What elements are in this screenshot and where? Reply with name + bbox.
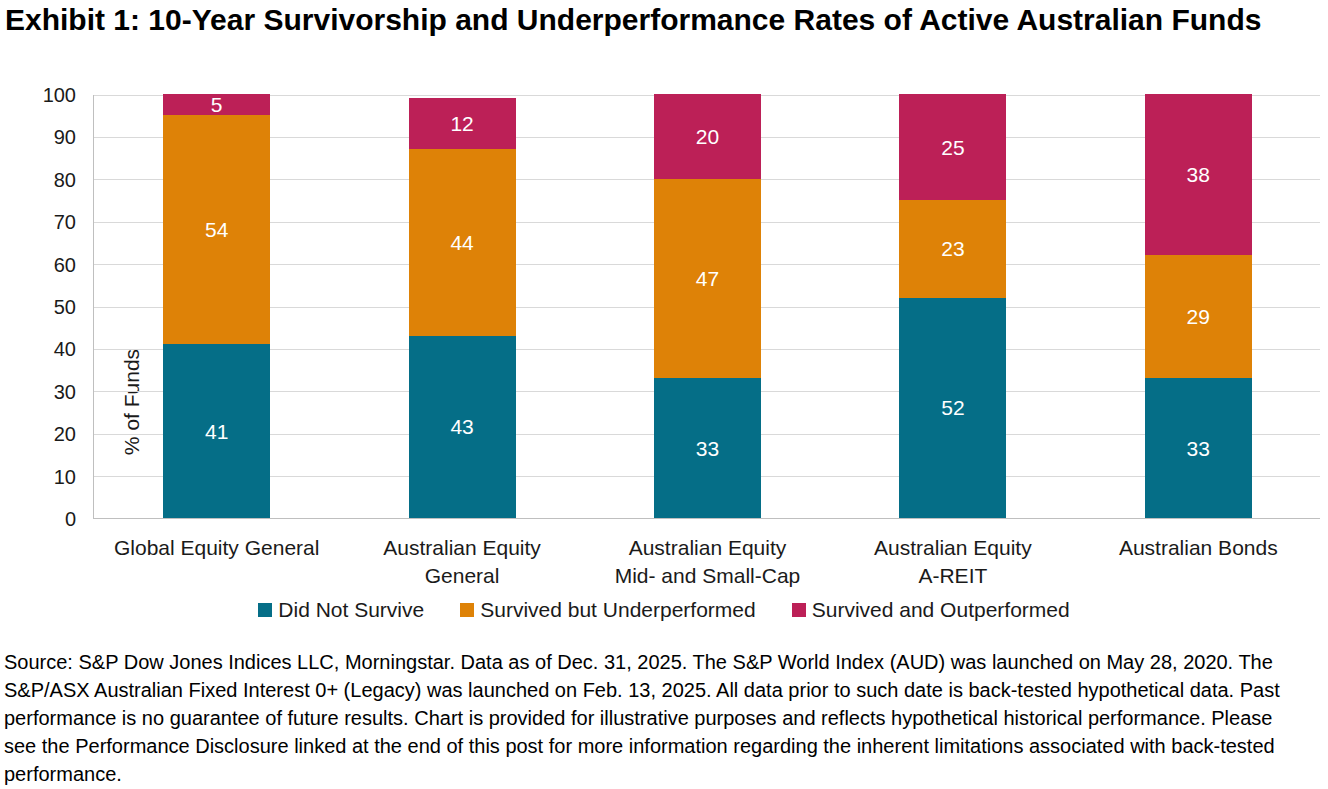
source-note: Source: S&P Dow Jones Indices LLC, Morni… [4, 648, 1294, 788]
plot-area: % of Funds 41545Global Equity General434… [93, 95, 1320, 519]
legend-label: Survived but Underperformed [480, 598, 755, 622]
bar-segment-label: 29 [1187, 306, 1210, 327]
bar-segment-label: 33 [696, 438, 719, 459]
bar-segment: 54 [163, 115, 270, 344]
bar-segment-label: 43 [450, 416, 473, 437]
bar-segment: 5 [163, 94, 270, 115]
bar-segment-label: 41 [205, 421, 228, 442]
x-axis-label: Global Equity General [94, 534, 339, 562]
bar: 33 47 20 [654, 95, 761, 518]
bar-segment: 47 [654, 179, 761, 378]
bar-segment: 33 [654, 378, 761, 518]
legend-item: Survived and Outperformed [792, 598, 1070, 622]
legend-swatch-icon [258, 603, 272, 617]
x-axis-label: Australian Equity Mid- and Small-Cap [585, 534, 830, 590]
x-axis-label: Australian Equity A-REIT [830, 534, 1075, 590]
bar-segment-label: 25 [941, 137, 964, 158]
bar-segment: 20 [654, 94, 761, 179]
x-axis-label: Australian Equity General [339, 534, 584, 590]
legend-item: Survived but Underperformed [460, 598, 755, 622]
bar-segment-label: 47 [696, 268, 719, 289]
y-tick-label: 90 [0, 125, 76, 149]
bar: 41 54 5 [163, 95, 270, 518]
y-tick-label: 80 [0, 168, 76, 192]
legend-label: Survived and Outperformed [812, 598, 1070, 622]
x-axis-label: Australian Bonds [1076, 534, 1321, 562]
bar-segment-label: 20 [696, 126, 719, 147]
bar-segment: 25 [899, 94, 1006, 200]
bar-segment: 23 [899, 200, 1006, 298]
bar-segment-label: 5 [211, 94, 223, 115]
y-tick-label: 20 [0, 422, 76, 446]
bar: 52 23 25 [899, 95, 1006, 518]
bar-segment: 33 [1145, 378, 1252, 518]
bar-segment: 12 [409, 98, 516, 149]
bar-segment-label: 23 [941, 238, 964, 259]
chart-legend: Did Not Survive Survived but Underperform… [0, 598, 1328, 622]
bar: 33 29 38 [1145, 95, 1252, 518]
bar-segment: 43 [409, 336, 516, 518]
bar-segment-label: 38 [1187, 164, 1210, 185]
legend-item: Did Not Survive [258, 598, 424, 622]
y-tick-label: 10 [0, 465, 76, 489]
exhibit-page: Exhibit 1: 10-Year Survivorship and Unde… [0, 0, 1328, 789]
bar-segment: 44 [409, 149, 516, 336]
y-tick-label: 50 [0, 295, 76, 319]
y-tick-label: 0 [0, 507, 76, 531]
bar-segment-label: 54 [205, 219, 228, 240]
y-tick-label: 100 [0, 83, 76, 107]
y-axis-title: % of Funds [120, 302, 144, 502]
legend-swatch-icon [460, 603, 474, 617]
bar-segment: 29 [1145, 255, 1252, 378]
y-tick-label: 40 [0, 337, 76, 361]
legend-label: Did Not Survive [278, 598, 424, 622]
y-tick-label: 60 [0, 253, 76, 277]
bar-segment: 38 [1145, 94, 1252, 255]
bar-segment-label: 52 [941, 397, 964, 418]
legend-swatch-icon [792, 603, 806, 617]
bar-segment: 52 [899, 298, 1006, 518]
chart-title: Exhibit 1: 10-Year Survivorship and Unde… [5, 2, 1328, 37]
bar-segment-label: 44 [450, 232, 473, 253]
bar-segment-label: 12 [450, 113, 473, 134]
bar: 43 44 12 [409, 95, 516, 518]
y-tick-label: 70 [0, 210, 76, 234]
y-tick-label: 30 [0, 380, 76, 404]
bar-segment-label: 33 [1187, 438, 1210, 459]
bar-segment: 41 [163, 344, 270, 518]
